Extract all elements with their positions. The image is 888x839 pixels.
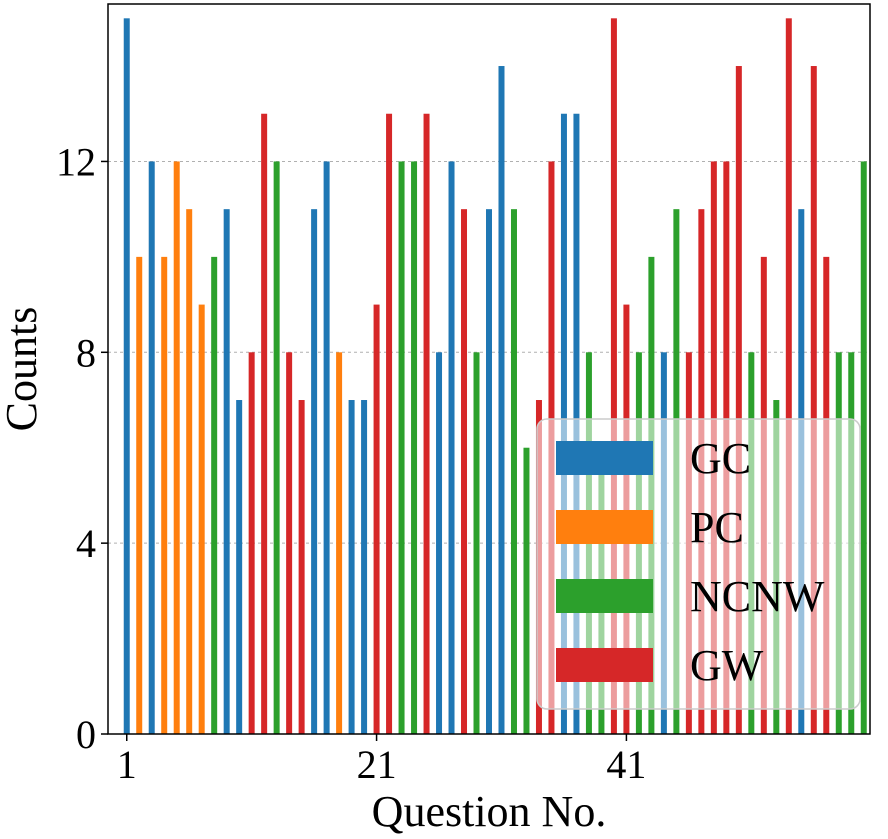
bar-q26-gc [436,352,443,734]
legend-label-gw: GW [690,641,764,690]
legend: GC PC NCNW GW [536,418,861,710]
bar-q56-gw [810,66,817,735]
bar-q18-pc [336,352,343,734]
bar-q20-gc [361,400,368,734]
bar-q54-gw [785,18,792,735]
bar-q2-pc [136,256,143,734]
bar-q21-gw [373,304,380,734]
axis-ticks: 1 21 41 0 4 8 12 [56,139,646,787]
legend-label-ncnw: NCNW [690,572,825,621]
x-axis-title: Question No. [372,787,607,836]
legend-label-pc: PC [690,503,744,552]
bar-q22-gw [386,113,393,734]
bar-q15-gw [298,400,305,734]
bar-q40-gw [610,18,617,735]
y-tick-label: 8 [76,330,96,375]
legend-label-gc: GC [690,434,751,483]
bar-q31-gc [498,66,505,735]
bar-q6-pc [186,209,193,734]
bar-q28-gw [461,209,468,734]
bar-q4-pc [161,256,168,734]
y-axis-title: Counts [0,307,46,432]
y-tick-label: 4 [76,521,96,566]
bar-q10-gc [236,400,243,734]
bar-q33-ncnw [523,447,530,734]
bar-q17-gc [323,161,330,734]
bar-q25-gw [423,113,430,734]
bar-q27-gc [448,161,455,734]
bar-q12-gw [261,113,268,734]
bar-q8-ncnw [211,256,218,734]
legend-swatch-gc [556,441,653,475]
x-tick-label: 41 [606,742,646,787]
y-tick-label: 0 [76,712,96,757]
legend-swatch-ncnw [556,579,653,613]
bar-q13-ncnw [273,161,280,734]
y-tick-label: 12 [56,139,96,184]
bar-q9-gc [223,209,230,734]
bar-q23-ncnw [398,161,405,734]
bar-q5-pc [173,161,180,734]
legend-swatch-pc [556,510,653,544]
legend-box [536,418,861,710]
plot-frame [107,3,871,735]
x-tick-label: 1 [117,742,137,787]
bar-q24-ncnw [411,161,418,734]
bar-q30-gc [486,209,492,734]
bar-q11-gw [248,352,255,734]
legend-swatch-gw [556,648,653,682]
bar-q3-gc [148,161,155,734]
bar-q19-gc [348,400,355,734]
bar-q16-gc [311,209,318,734]
bar-q32-ncnw [510,209,517,734]
bar-q50-gw [735,66,742,735]
bar-q60-ncnw [860,161,867,734]
bar-q7-pc [198,304,205,734]
bar-q1-gc [123,18,130,735]
x-tick-label: 21 [357,742,397,787]
bar-q29-ncnw [473,352,480,734]
bar-q14-gw [286,352,293,734]
